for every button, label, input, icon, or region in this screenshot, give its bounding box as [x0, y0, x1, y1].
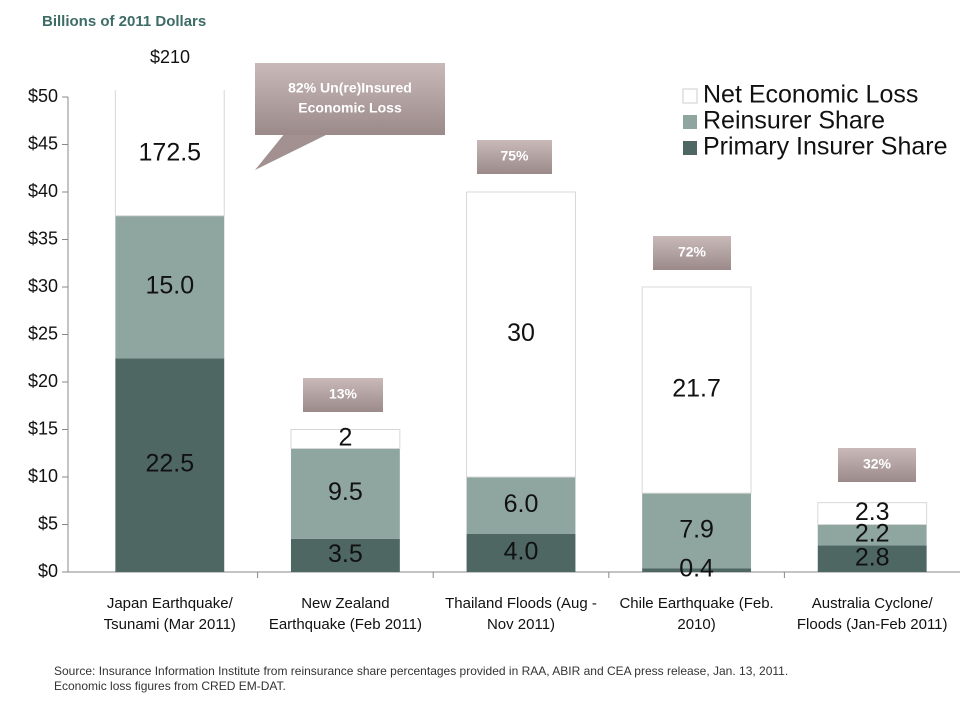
annotation-box — [838, 448, 916, 482]
x-tick-label: Tsunami (Mar 2011) — [104, 616, 236, 633]
y-tick-label: $45 — [28, 133, 58, 153]
value-label: 2.2 — [855, 520, 890, 548]
value-label: 30 — [507, 319, 535, 347]
legend-label: Primary Insurer Share — [703, 133, 948, 161]
y-tick-label: $10 — [28, 466, 58, 486]
annotation-box — [303, 378, 383, 412]
y-tick-label: $25 — [28, 323, 58, 343]
annotation-text: 75% — [500, 148, 529, 164]
legend-swatch — [683, 115, 697, 129]
callout-tail — [255, 133, 330, 170]
legend-label: Net Economic Loss — [703, 81, 918, 109]
subtitle: Billions of 2011 Dollars — [42, 13, 206, 30]
x-tick-label: Thailand Floods (Aug - — [445, 595, 597, 612]
source: Source: Insurance Information Institute … — [54, 664, 788, 678]
bar-segment — [642, 493, 752, 569]
annotation-text: 72% — [678, 244, 707, 260]
bar-segment — [642, 568, 752, 572]
bar-segment — [641, 286, 752, 494]
total-label: $210 — [150, 47, 190, 67]
legend-swatch — [683, 141, 697, 155]
bar-segment — [817, 524, 927, 546]
value-label: 2.3 — [855, 498, 890, 526]
y-tick-label: $15 — [28, 418, 58, 438]
annotation-text: Economic Loss — [298, 100, 402, 116]
annotation-box — [255, 63, 445, 135]
bar-segment — [466, 191, 576, 478]
bar-segment — [466, 534, 576, 572]
x-tick-label: New Zealand — [301, 595, 389, 612]
value-label: 2 — [338, 424, 352, 452]
x-tick-label: Chile Earthquake (Feb. — [619, 595, 773, 612]
legend-swatch — [682, 88, 698, 104]
value-label: 15.0 — [145, 272, 194, 300]
value-label: 172.5 — [139, 138, 202, 166]
bar-segment — [817, 545, 927, 572]
y-tick-label: $20 — [28, 371, 58, 391]
value-label: 3.5 — [328, 540, 363, 568]
annotation-text: 82% Un(re)Insured — [288, 80, 412, 96]
x-tick-label: Nov 2011) — [487, 616, 555, 633]
bar-segment — [290, 538, 400, 572]
bar-segment — [290, 429, 401, 449]
y-tick-label: $5 — [38, 513, 58, 533]
x-tick-label: Australia Cyclone/ — [812, 595, 934, 612]
legend-label: Reinsurer Share — [703, 107, 885, 135]
bar-segment — [115, 215, 225, 359]
value-label: 9.5 — [328, 478, 363, 506]
annotation-text: 32% — [863, 456, 892, 472]
value-label: 21.7 — [672, 375, 721, 403]
y-tick-label: $40 — [28, 181, 58, 201]
value-label: 7.9 — [679, 515, 714, 543]
bar-segment — [466, 477, 576, 534]
bar-segment — [115, 358, 225, 572]
x-tick-label: Japan Earthquake/ — [107, 595, 234, 612]
x-tick-label: Earthquake (Feb 2011) — [269, 616, 422, 633]
bar-segment — [817, 502, 928, 525]
x-tick-label: Floods (Jan-Feb 2011) — [797, 616, 948, 633]
value-label: 4.0 — [504, 538, 539, 566]
value-label: 22.5 — [145, 450, 194, 478]
y-tick-label: $30 — [28, 276, 58, 296]
bars — [114, 90, 928, 572]
y-tick-label: $0 — [38, 561, 58, 581]
source: Economic loss figures from CRED EM-DAT. — [54, 679, 286, 693]
bar-segment — [114, 90, 225, 217]
annotation-box — [477, 140, 552, 174]
y-tick-label: $50 — [28, 86, 58, 106]
y-tick-label: $35 — [28, 228, 58, 248]
value-label: 0.4 — [679, 555, 714, 583]
bar-segment — [290, 448, 400, 539]
x-tick-label: 2010) — [677, 616, 715, 633]
annotation-text: 13% — [329, 386, 358, 402]
value-label: 6.0 — [504, 490, 539, 518]
value-label: 2.8 — [855, 543, 890, 571]
annotation-box — [653, 236, 731, 270]
